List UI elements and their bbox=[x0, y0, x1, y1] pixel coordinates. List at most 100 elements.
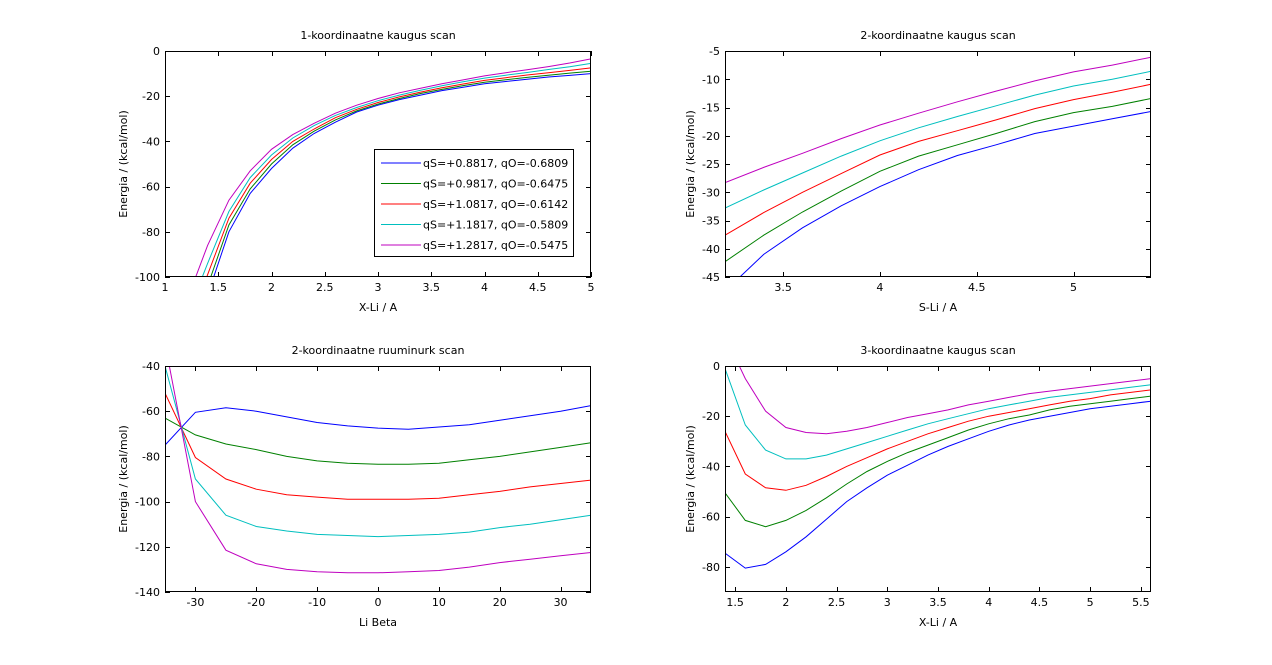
chart-title: 3-koordinaatne kaugus scan bbox=[860, 344, 1015, 357]
x-tick-label: 1.5 bbox=[210, 281, 228, 294]
x-tick-label: 2.5 bbox=[316, 281, 334, 294]
x-tick-label: 4 bbox=[985, 596, 992, 609]
plot-area bbox=[725, 366, 1151, 592]
series-group bbox=[195, 58, 591, 277]
series-line-5 bbox=[738, 366, 1151, 435]
x-tick-label: 4 bbox=[876, 281, 883, 294]
series-line-5 bbox=[195, 58, 591, 277]
series-line-2 bbox=[725, 395, 1151, 528]
y-tick-label: -45 bbox=[702, 271, 720, 284]
y-tick-label: -25 bbox=[702, 158, 720, 171]
series-line-3 bbox=[206, 67, 591, 277]
series-line-5 bbox=[725, 56, 1151, 184]
y-tick-label: -80 bbox=[142, 450, 160, 463]
x-tick-label: 3.5 bbox=[774, 281, 792, 294]
x-tick-label: 30 bbox=[554, 596, 568, 609]
x-axis-label: Li Beta bbox=[359, 616, 397, 629]
series-group bbox=[725, 56, 1151, 277]
y-tick-label: -15 bbox=[702, 102, 720, 115]
y-tick-label: -20 bbox=[702, 130, 720, 143]
y-tick-label: -40 bbox=[142, 360, 160, 373]
y-tick-label: -100 bbox=[135, 496, 160, 509]
subplot-3-koordinaatne-kaugus: 3-koordinaatne kaugus scan X-Li / A Ener… bbox=[684, 344, 1151, 629]
x-tick-label: -30 bbox=[186, 596, 204, 609]
x-tick-label: -10 bbox=[308, 596, 326, 609]
y-tick-label: -140 bbox=[135, 586, 160, 599]
x-tick-label: 10 bbox=[432, 596, 446, 609]
x-tick-label: 4.5 bbox=[529, 281, 547, 294]
x-tick-label: 0 bbox=[375, 596, 382, 609]
series-line-1 bbox=[213, 73, 591, 277]
series-line-4 bbox=[725, 70, 1151, 209]
y-tick-label: -40 bbox=[142, 135, 160, 148]
y-tick-label: 0 bbox=[153, 45, 160, 58]
y-tick-label: -20 bbox=[142, 90, 160, 103]
y-tick-label: -120 bbox=[135, 541, 160, 554]
series-line-3 bbox=[725, 389, 1151, 491]
x-tick-label: 3.5 bbox=[929, 596, 947, 609]
legend-entry: qS=+0.9817, qO=-0.6475 bbox=[423, 178, 568, 191]
x-axis-label: X-Li / A bbox=[919, 616, 958, 629]
x-tick-label: 1.5 bbox=[726, 596, 744, 609]
x-tick-label: 5 bbox=[1087, 596, 1094, 609]
y-axis-label: Energia / (kcal/mol) bbox=[117, 110, 130, 218]
x-tick-label: 20 bbox=[493, 596, 507, 609]
series-line-3 bbox=[725, 83, 1151, 236]
chart-title: 2-koordinaatne kaugus scan bbox=[860, 29, 1015, 42]
series-group bbox=[725, 366, 1151, 569]
subplot-1-koordinaatne-kaugus: 1-koordinaatne kaugus scan X-Li / A Ener… bbox=[117, 29, 595, 314]
plot-area bbox=[165, 366, 591, 592]
x-tick-label: 3 bbox=[375, 281, 382, 294]
y-tick-label: -60 bbox=[142, 181, 160, 194]
y-axis-label: Energia / (kcal/mol) bbox=[117, 425, 130, 533]
legend-entry: qS=+0.8817, qO=-0.6809 bbox=[423, 157, 568, 170]
x-tick-label: 2 bbox=[782, 596, 789, 609]
y-tick-label: -80 bbox=[702, 561, 720, 574]
y-axis-label: Energia / (kcal/mol) bbox=[684, 425, 697, 533]
legend-entry: qS=+1.2817, qO=-0.5475 bbox=[423, 239, 568, 252]
series-line-2 bbox=[210, 70, 591, 277]
x-tick-label: 4.5 bbox=[968, 281, 986, 294]
x-tick-label: 2.5 bbox=[828, 596, 846, 609]
x-tick-label: 4 bbox=[481, 281, 488, 294]
y-tick-label: -60 bbox=[702, 511, 720, 524]
y-tick-label: -40 bbox=[702, 243, 720, 256]
x-tick-label: 4.5 bbox=[1031, 596, 1049, 609]
x-tick-label: 5 bbox=[1070, 281, 1077, 294]
plot-area bbox=[725, 51, 1151, 277]
series-line-2 bbox=[165, 417, 591, 465]
series-line-1 bbox=[165, 405, 591, 446]
series-line-4 bbox=[725, 368, 1151, 460]
legend-entry: qS=+1.1817, qO=-0.5809 bbox=[423, 219, 568, 232]
y-tick-label: -5 bbox=[709, 45, 720, 58]
series-line-2 bbox=[725, 98, 1151, 263]
legend-box bbox=[374, 149, 574, 257]
x-tick-label: 3 bbox=[884, 596, 891, 609]
x-tick-label: 3.5 bbox=[423, 281, 441, 294]
x-tick-label: 2 bbox=[268, 281, 275, 294]
legend: qS=+0.8817, qO=-0.6809 qS=+0.9817, qO=-0.… bbox=[374, 149, 574, 257]
y-tick-label: -40 bbox=[702, 460, 720, 473]
x-tick-label: 5.5 bbox=[1132, 596, 1150, 609]
y-tick-label: -30 bbox=[702, 186, 720, 199]
y-tick-label: -20 bbox=[702, 410, 720, 423]
chart-title: 1-koordinaatne kaugus scan bbox=[300, 29, 455, 42]
series-line-5 bbox=[168, 366, 591, 574]
series-line-4 bbox=[165, 366, 591, 538]
series-line-4 bbox=[201, 62, 591, 277]
x-axis-label: S-Li / A bbox=[919, 301, 958, 314]
series-line-1 bbox=[725, 400, 1151, 569]
subplot-2-koordinaatne-kaugus: 2-koordinaatne kaugus scan S-Li / A Ener… bbox=[684, 29, 1151, 314]
x-tick-label: 5 bbox=[588, 281, 595, 294]
chart-title: 2-koordinaatne ruuminurk scan bbox=[292, 344, 465, 357]
x-axis-label: X-Li / A bbox=[359, 301, 398, 314]
series-line-1 bbox=[739, 111, 1151, 277]
y-tick-label: -80 bbox=[142, 226, 160, 239]
y-tick-label: -35 bbox=[702, 215, 720, 228]
y-tick-label: -10 bbox=[702, 73, 720, 86]
y-axis-label: Energia / (kcal/mol) bbox=[684, 110, 697, 218]
subplot-2-koordinaatne-ruuminurk: 2-koordinaatne ruuminurk scan Li Beta En… bbox=[117, 344, 591, 629]
x-tick-label: -20 bbox=[247, 596, 265, 609]
y-tick-label: -60 bbox=[142, 405, 160, 418]
